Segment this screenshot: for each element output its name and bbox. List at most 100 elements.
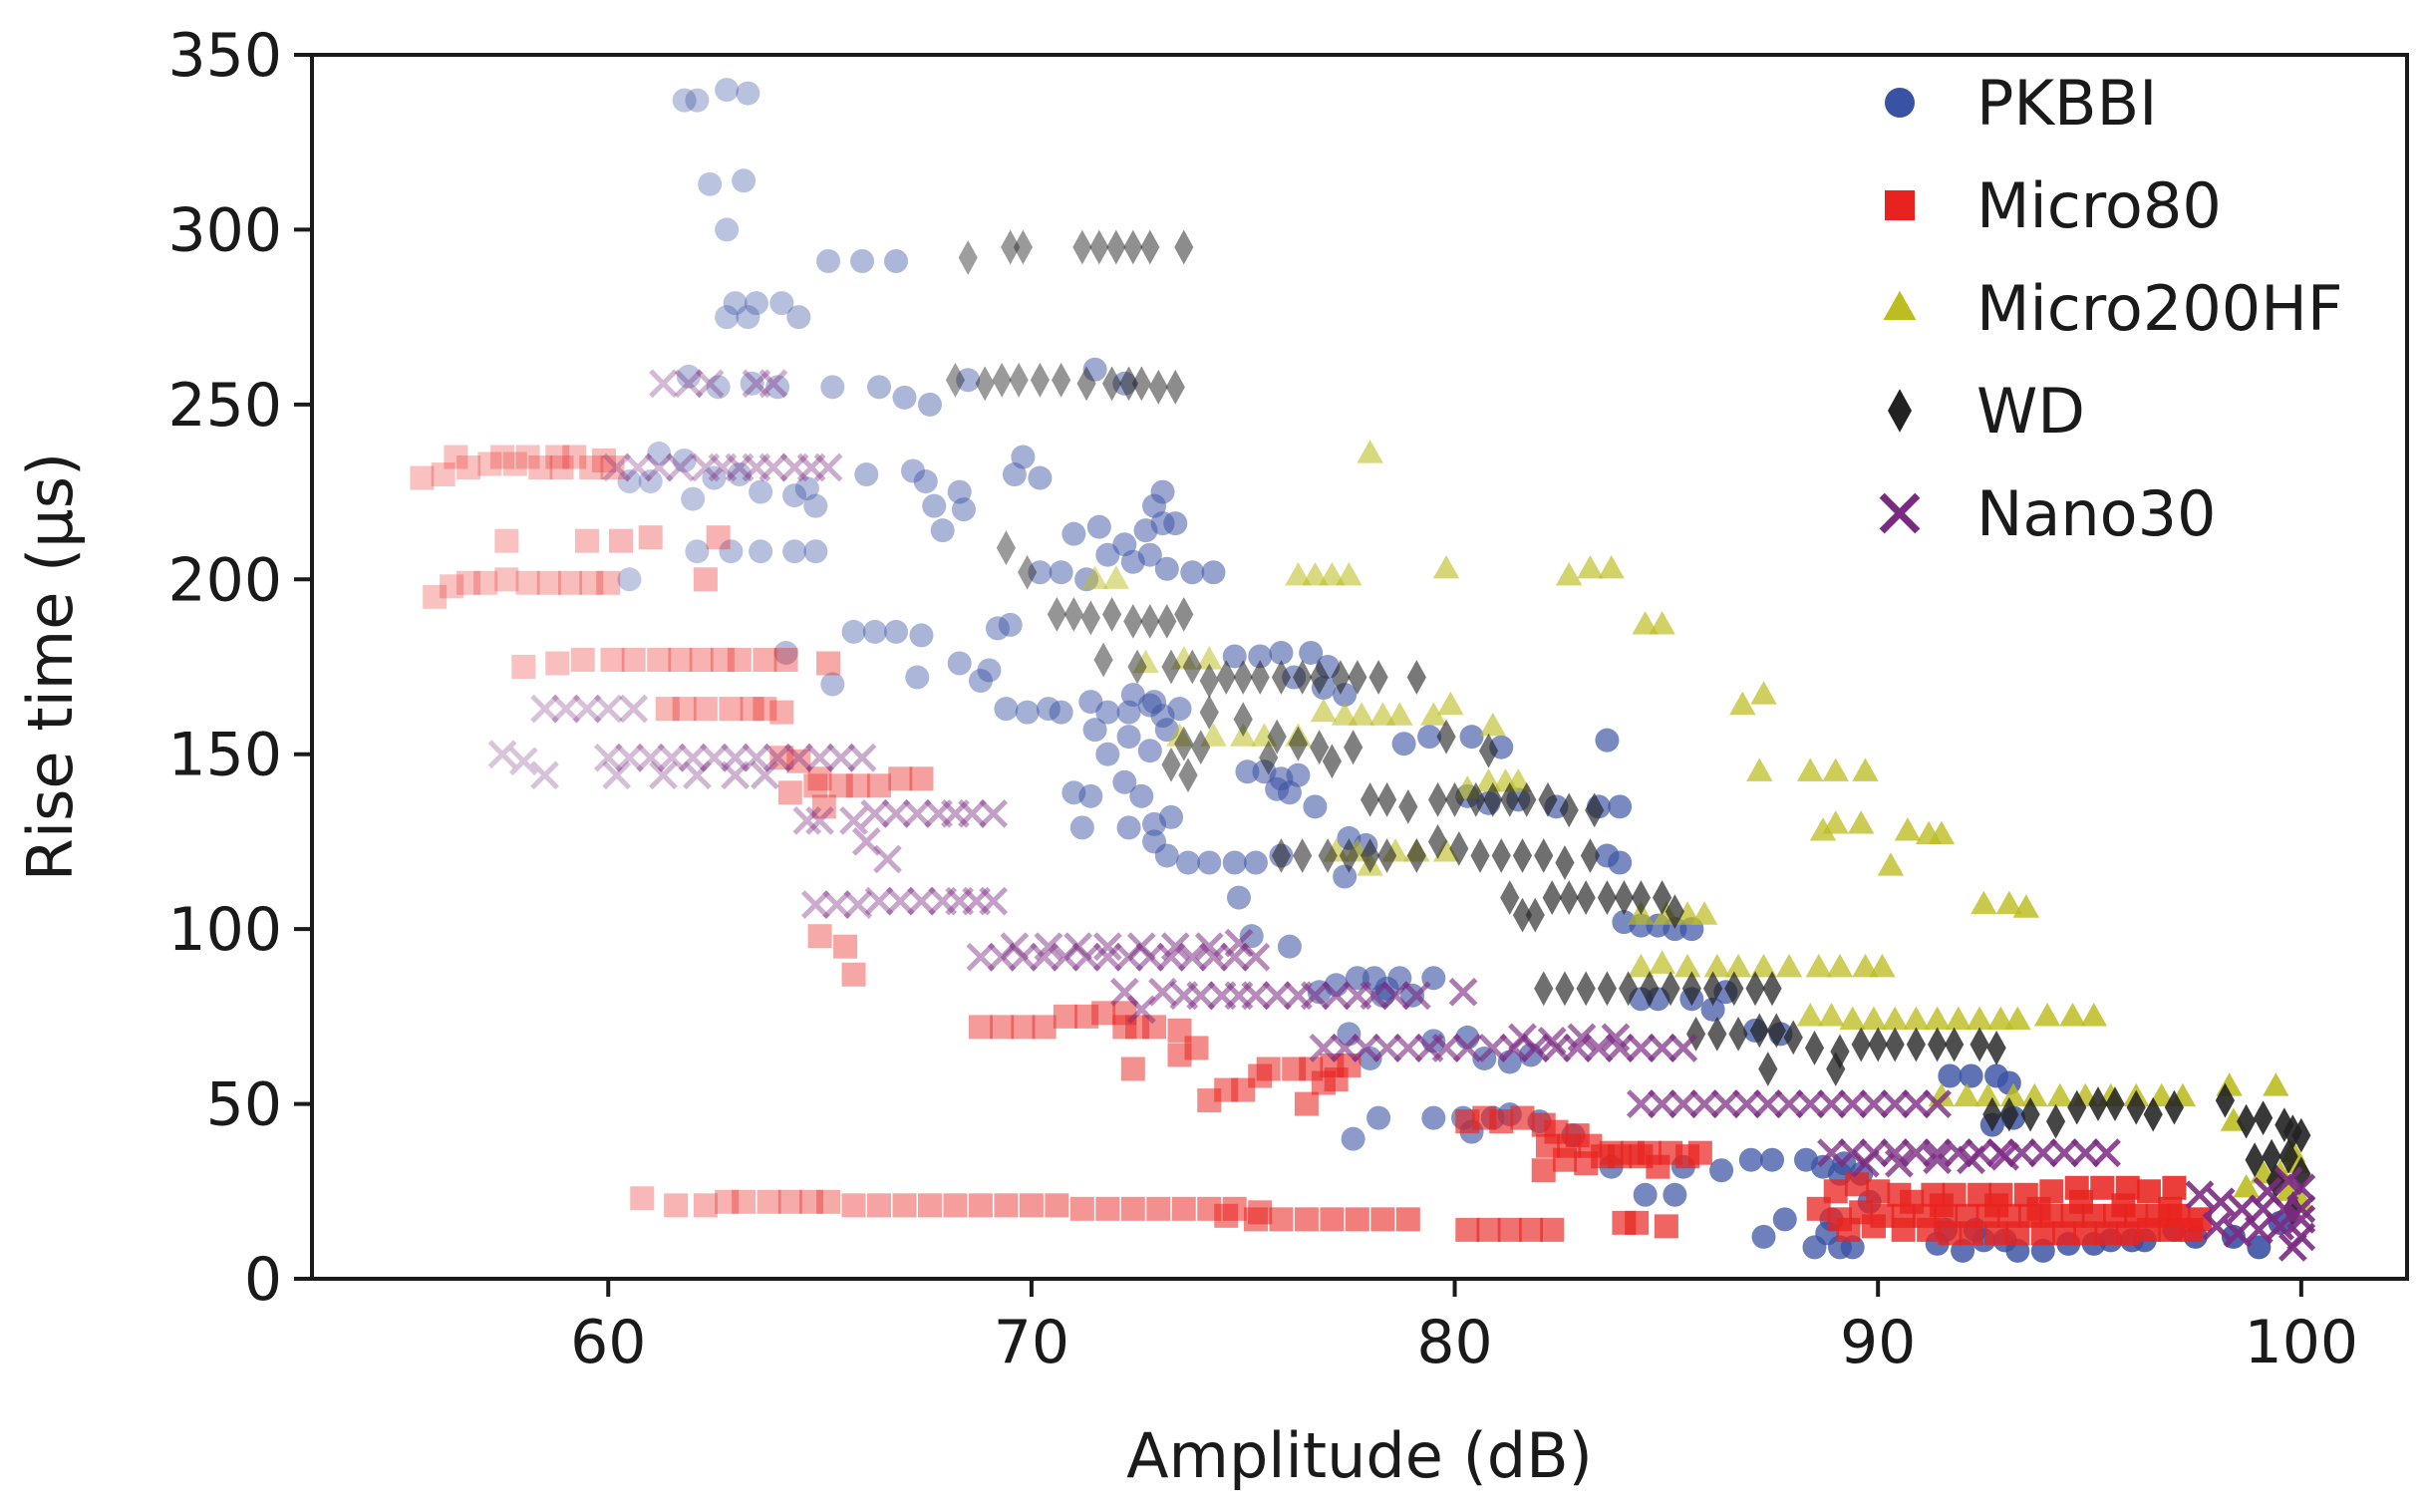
data-point-pkbbi	[816, 249, 841, 274]
data-point-micro80	[621, 647, 646, 672]
data-point-nano30	[602, 760, 632, 790]
data-point-wd	[1559, 792, 1579, 828]
data-point-micro80	[719, 697, 744, 722]
data-point-nano30	[928, 886, 958, 916]
data-point-wd	[1885, 1027, 1905, 1062]
data-point-micro80	[1146, 1196, 1171, 1221]
data-point-nano30	[958, 798, 987, 828]
legend: PKBBI Micro80 Micro200HF WD Nano30	[1879, 67, 2343, 550]
data-point-nano30	[742, 453, 771, 482]
data-point-nano30	[1774, 1089, 1804, 1118]
data-point-micro200hf	[1966, 1006, 1993, 1030]
data-point-micro80	[1370, 1207, 1395, 1232]
data-point-nano30	[2049, 1138, 2079, 1168]
data-point-micro80	[1294, 1207, 1319, 1232]
points-layer	[410, 78, 2316, 1263]
data-point-micro80	[943, 1193, 968, 1218]
data-point-pkbbi	[1074, 567, 1099, 592]
data-point-wd	[1174, 726, 1194, 761]
data-point-micro200hf	[1970, 890, 1997, 915]
data-point-micro200hf	[1673, 953, 1701, 978]
data-point-pkbbi	[922, 493, 947, 518]
data-point-micro80	[575, 528, 600, 553]
data-point-pkbbi	[930, 518, 955, 543]
data-point-nano30	[636, 743, 666, 772]
data-point-pkbbi	[1772, 1207, 1797, 1232]
data-point-wd	[1368, 660, 1388, 695]
data-point-pkbbi	[1760, 1147, 1785, 1172]
data-point-nano30	[1177, 942, 1207, 972]
data-point-micro80	[1324, 1067, 1349, 1092]
data-point-wd	[1310, 730, 1330, 765]
data-point-wd	[1470, 838, 1490, 873]
data-point-nano30	[721, 743, 751, 772]
data-point-micro80	[423, 584, 448, 609]
data-point-micro80	[1844, 1172, 1869, 1197]
data-point-nano30	[593, 743, 623, 772]
data-point-nano30	[1627, 1034, 1656, 1062]
data-point-micro200hf	[1924, 1006, 1951, 1030]
data-point-pkbbi	[1700, 997, 1725, 1022]
data-point-pkbbi	[1608, 794, 1633, 819]
data-point-wd	[1199, 695, 1219, 731]
data-point-micro80	[1900, 1189, 1925, 1214]
data-point-pkbbi	[1201, 560, 1226, 585]
data-point-pkbbi	[782, 483, 807, 508]
data-point-micro200hf	[2233, 1173, 2260, 1198]
data-point-wd	[975, 366, 995, 402]
data-point-micro80	[2026, 1196, 2051, 1221]
series-nano30	[487, 369, 2316, 1262]
data-point-micro80	[1256, 1057, 1281, 1081]
data-point-micro80	[1891, 1217, 1916, 1242]
data-point-wd	[1749, 1013, 1769, 1049]
data-point-nano30	[902, 798, 932, 828]
data-point-pkbbi	[1595, 728, 1620, 753]
data-point-pkbbi	[951, 497, 976, 522]
data-point-pkbbi	[1082, 718, 1107, 743]
data-point-wd	[1199, 663, 1219, 699]
data-point-nano30	[1186, 981, 1216, 1011]
data-point-wd	[1614, 880, 1635, 915]
data-point-micro80	[2158, 1196, 2183, 1221]
data-point-micro80	[1019, 1193, 1044, 1218]
data-point-nano30	[1126, 995, 1156, 1025]
data-point-micro80	[777, 780, 802, 805]
data-point-wd	[1101, 596, 1122, 632]
data-point-micro80	[2094, 1221, 2119, 1246]
data-point-pkbbi	[1095, 700, 1120, 725]
data-point-wd	[1534, 971, 1554, 1007]
data-point-nano30	[623, 453, 653, 482]
data-point-pkbbi	[1709, 1158, 1734, 1183]
data-point-micro80	[1011, 1015, 1036, 1040]
data-point-pkbbi	[1086, 514, 1111, 539]
data-point-micro200hf	[1995, 890, 2023, 915]
data-point-wd	[1030, 362, 1050, 398]
data-point-wd	[1339, 838, 1359, 873]
data-point-nano30	[1923, 1138, 1953, 1168]
data-point-micro80	[477, 452, 502, 476]
data-point-micro200hf	[1102, 565, 1130, 589]
data-point-micro80	[2069, 1189, 2094, 1214]
data-point-micro200hf	[1348, 702, 1375, 726]
data-point-wd	[1707, 1017, 1727, 1052]
data-point-micro80	[693, 567, 718, 592]
data-point-micro80	[608, 528, 633, 553]
data-point-wd	[1377, 781, 1397, 817]
data-point-micro200hf	[1432, 838, 1460, 862]
data-point-nano30	[1668, 1034, 1698, 1062]
data-point-pkbbi	[638, 469, 663, 494]
data-point-pkbbi	[765, 375, 790, 400]
data-point-pkbbi	[1112, 532, 1137, 557]
data-point-pkbbi	[1116, 815, 1141, 840]
data-point-wd	[1986, 1031, 2006, 1065]
data-point-nano30	[2092, 1138, 2121, 1168]
data-point-nano30	[1160, 932, 1190, 962]
data-point-micro80	[1345, 1207, 1369, 1232]
data-point-pkbbi	[1116, 725, 1141, 750]
data-point-nano30	[649, 369, 678, 399]
data-point-wd	[1344, 730, 1364, 765]
data-point-wd	[1585, 792, 1605, 828]
data-point-micro200hf	[1945, 1006, 1972, 1030]
data-point-pkbbi	[1303, 794, 1328, 819]
data-point-pkbbi	[685, 539, 710, 564]
